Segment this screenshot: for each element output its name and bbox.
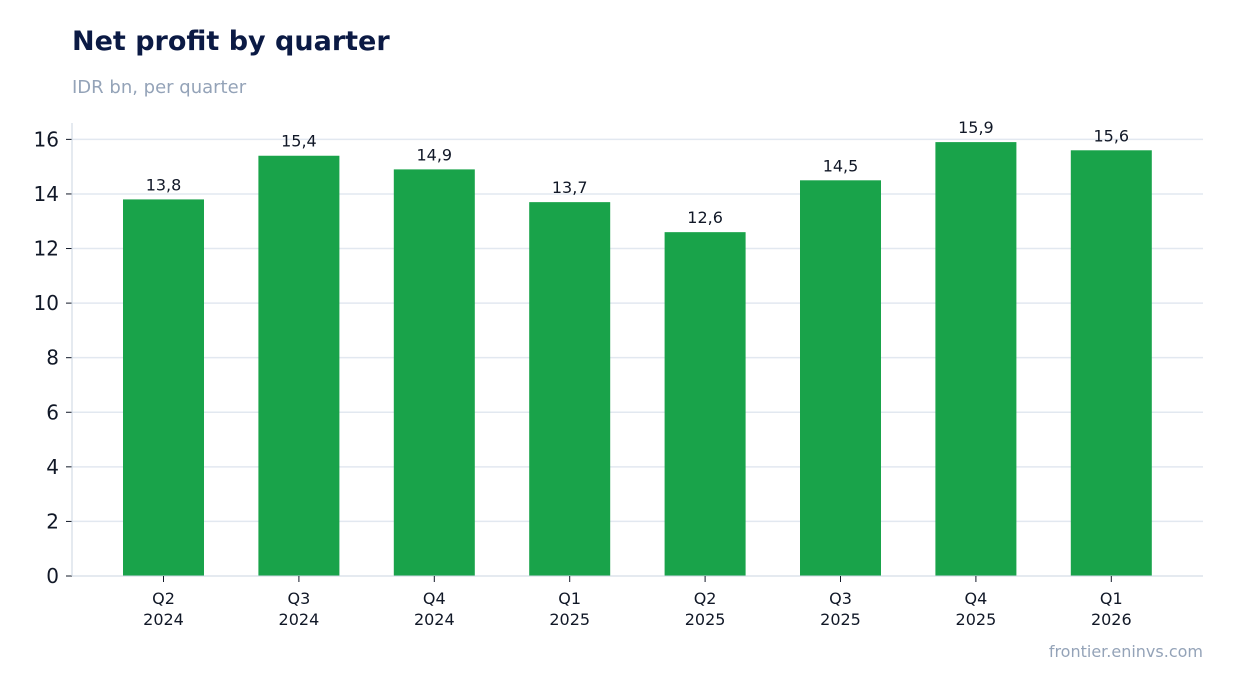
y-tick-label: 8 [46, 346, 59, 370]
y-tick-label: 12 [34, 237, 59, 261]
x-tick-label: 2024 [414, 610, 455, 629]
bar [1070, 150, 1152, 576]
x-tick-label: Q2 [152, 589, 175, 608]
y-tick-label: 4 [46, 455, 59, 479]
data-label: 13,7 [552, 178, 588, 197]
data-label: 15,6 [1093, 126, 1129, 145]
labels: 0 2 4 6 8 10 12 14 16 13,8 Q2 2024 15,4 Q3 2024 14,9 Q4 2… [34, 118, 1132, 629]
x-tick-label: Q1 [1100, 589, 1123, 608]
x-tick-label: Q4 [423, 589, 446, 608]
x-tick-label: Q3 [288, 589, 311, 608]
bar [529, 202, 611, 576]
data-label: 14,9 [416, 145, 452, 164]
chart-subtitle: IDR bn, per quarter [72, 77, 247, 98]
data-label: 15,9 [958, 118, 994, 137]
bar [258, 155, 340, 576]
x-tick-label: 2025 [820, 610, 861, 629]
source-credit: frontier.eninvs.com [1048, 642, 1203, 661]
chart-title: Net profit by quarter [72, 26, 390, 57]
x-tick-label: Q1 [558, 589, 581, 608]
x-tick-label: 2025 [685, 610, 726, 629]
y-tick-label: 2 [46, 509, 59, 533]
bars [123, 142, 1152, 577]
y-tick-label: 16 [34, 127, 59, 151]
x-tick-label: Q2 [694, 589, 717, 608]
data-label: 12,6 [687, 208, 723, 227]
axes [66, 123, 1203, 582]
data-label: 14,5 [823, 156, 859, 175]
bar [393, 169, 475, 576]
x-tick-label: 2024 [143, 610, 184, 629]
x-tick-label: 2025 [549, 610, 590, 629]
data-label: 15,4 [281, 132, 317, 151]
x-tick-label: Q3 [829, 589, 852, 608]
y-tick-label: 10 [34, 291, 59, 315]
x-tick-label: 2025 [956, 610, 997, 629]
x-tick-label: Q4 [965, 589, 988, 608]
x-tick-label: 2024 [279, 610, 320, 629]
x-tick-label: 2026 [1091, 610, 1132, 629]
bar [800, 180, 881, 576]
grid-lines [72, 138, 1203, 523]
bar [664, 232, 746, 577]
data-label: 13,8 [146, 175, 182, 194]
bar [935, 142, 1017, 576]
y-tick-label: 6 [46, 400, 59, 424]
y-tick-label: 14 [34, 182, 59, 206]
bar [123, 199, 204, 576]
y-tick-label: 0 [46, 564, 59, 588]
